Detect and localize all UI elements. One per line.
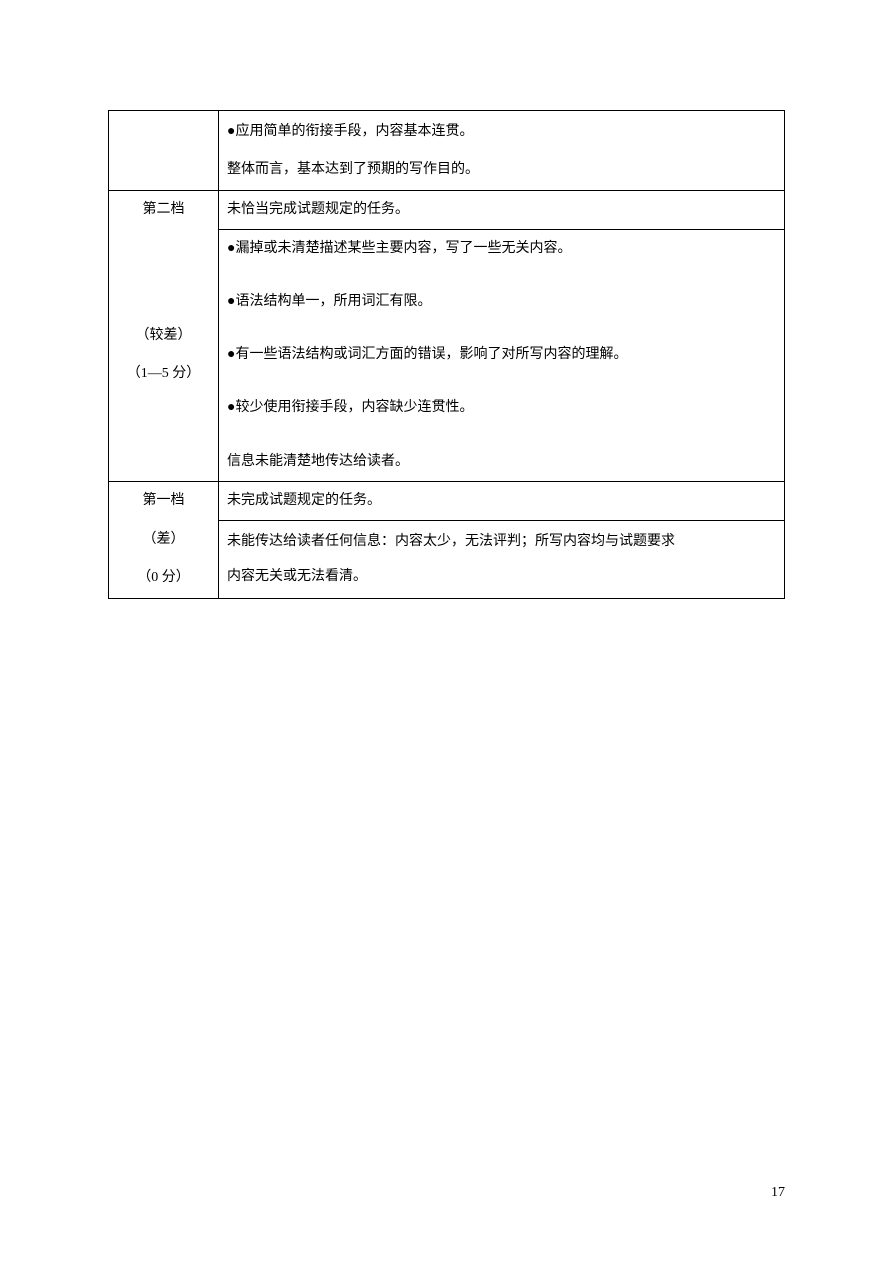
- tier-score: （0 分）: [109, 559, 218, 597]
- page-number: 17: [771, 1185, 785, 1201]
- tier-quality: （差）: [109, 521, 218, 559]
- table-row: （差） （0 分） 未能传达给读者任何信息：内容太少，无法评判；所写内容均与试题…: [109, 520, 785, 598]
- content-line: ●应用简单的衔接手段，内容基本连贯。: [227, 113, 776, 151]
- content-line: [227, 422, 776, 449]
- content-line: [227, 316, 776, 343]
- tier-content-cell: ●应用简单的衔接手段，内容基本连贯。 整体而言，基本达到了预期的写作目的。: [219, 111, 785, 191]
- content-line: ●语法结构单一，所用词汇有限。: [227, 289, 776, 316]
- tier-name: 第一档: [143, 493, 185, 508]
- content-line: ●漏掉或未清楚描述某些主要内容，写了一些无关内容。: [227, 236, 776, 263]
- tier-content-cell: ●漏掉或未清楚描述某些主要内容，写了一些无关内容。 ●语法结构单一，所用词汇有限…: [219, 229, 785, 481]
- content-line: 信息未能清楚地传达给读者。: [227, 449, 776, 476]
- grading-rubric-table: ●应用简单的衔接手段，内容基本连贯。 整体而言，基本达到了预期的写作目的。 第二…: [108, 110, 785, 599]
- tier-content-cell: 未完成试题规定的任务。: [219, 482, 785, 521]
- content-line: [227, 369, 776, 396]
- table-row: 第一档 未完成试题规定的任务。: [109, 482, 785, 521]
- tier-name: 第二档: [143, 202, 185, 217]
- content-line: [227, 262, 776, 289]
- page-container: ●应用简单的衔接手段，内容基本连贯。 整体而言，基本达到了预期的写作目的。 第二…: [0, 0, 893, 599]
- tier-label-cell: 第二档: [109, 191, 219, 230]
- tier-score: （1—5 分）: [109, 355, 218, 393]
- content-line: 未能传达给读者任何信息：内容太少，无法评判；所写内容均与试题要求: [227, 524, 776, 559]
- table-row: （较差） （1—5 分） ●漏掉或未清楚描述某些主要内容，写了一些无关内容。 ●…: [109, 229, 785, 481]
- content-line: 内容无关或无法看清。: [227, 559, 776, 594]
- tier-content-cell: 未能传达给读者任何信息：内容太少，无法评判；所写内容均与试题要求 内容无关或无法…: [219, 520, 785, 598]
- tier-content-cell: 未恰当完成试题规定的任务。: [219, 191, 785, 230]
- tier-label-cell: [109, 111, 219, 191]
- tier-label-cell: （较差） （1—5 分）: [109, 229, 219, 481]
- content-line: ●有一些语法结构或词汇方面的错误，影响了对所写内容的理解。: [227, 342, 776, 369]
- content-line: 整体而言，基本达到了预期的写作目的。: [227, 151, 776, 189]
- tier-label-cell: （差） （0 分）: [109, 520, 219, 598]
- content-line: ●较少使用衔接手段，内容缺少连贯性。: [227, 395, 776, 422]
- tier-quality: （较差）: [109, 317, 218, 355]
- content-line: 未完成试题规定的任务。: [227, 493, 381, 508]
- table-row: 第二档 未恰当完成试题规定的任务。: [109, 191, 785, 230]
- tier-label-cell: 第一档: [109, 482, 219, 521]
- content-line: 未恰当完成试题规定的任务。: [227, 202, 409, 217]
- table-row: ●应用简单的衔接手段，内容基本连贯。 整体而言，基本达到了预期的写作目的。: [109, 111, 785, 191]
